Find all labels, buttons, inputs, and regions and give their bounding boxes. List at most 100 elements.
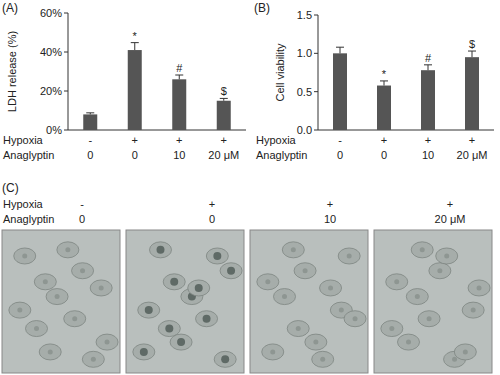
row-label: Hypoxia	[3, 134, 44, 146]
nucleus-shape	[227, 267, 235, 275]
cell-shape	[411, 242, 433, 258]
condition-label: +	[327, 198, 333, 210]
nucleus-shape	[477, 285, 482, 290]
nucleus-shape	[91, 357, 96, 362]
micrograph-frame	[2, 230, 120, 373]
nucleus-shape	[170, 278, 178, 286]
category-label: 0	[79, 213, 85, 225]
error-line	[428, 65, 429, 70]
error-cap	[175, 75, 183, 76]
cell-shape	[39, 344, 61, 360]
error-line	[179, 75, 180, 79]
row-label: Hypoxia	[256, 134, 297, 146]
cell-shape	[206, 248, 228, 264]
cell-shape	[462, 302, 484, 318]
cell-shape	[406, 289, 428, 305]
cell-shape	[138, 302, 160, 318]
cell-shape	[188, 280, 210, 296]
x-tick-label: 10	[173, 149, 185, 161]
micrograph	[126, 230, 244, 373]
y-tick-label: 0%	[46, 124, 62, 136]
y-tick	[314, 53, 318, 54]
nucleus-shape	[43, 279, 48, 284]
cell-shape	[64, 311, 86, 327]
condition-label: +	[469, 134, 475, 146]
nucleus-shape	[177, 338, 185, 346]
error-cap	[86, 112, 94, 113]
error-cap	[131, 42, 139, 43]
cell-shape	[14, 248, 36, 264]
nucleus-shape	[347, 253, 352, 258]
marks	[333, 47, 479, 130]
nucleus-shape	[165, 325, 173, 333]
category-label: 20 μM	[435, 213, 466, 225]
error-bar	[468, 51, 476, 57]
bar	[172, 79, 186, 130]
y-tick	[64, 130, 68, 131]
nucleus-shape	[313, 340, 318, 345]
nucleus-shape	[394, 279, 399, 284]
error-bar	[336, 47, 344, 53]
significance-marker: *	[382, 68, 387, 80]
row-label: Hypoxia	[3, 198, 44, 210]
y-axis-label: LDH release (%)	[6, 31, 18, 112]
nucleus-shape	[34, 326, 39, 331]
cell-shape	[418, 311, 440, 327]
nucleus-shape	[296, 326, 301, 331]
cell-shape	[381, 321, 403, 337]
cell-shape	[96, 334, 118, 350]
cell-shape	[214, 351, 236, 367]
cell-shape	[9, 302, 31, 318]
cell-shape	[26, 321, 48, 337]
micrograph	[250, 230, 368, 373]
x-tick-label: 0	[337, 149, 343, 161]
y-tick-label: 20%	[40, 85, 62, 97]
y-axis	[318, 15, 319, 130]
nucleus-shape	[420, 247, 425, 252]
nucleus-shape	[157, 246, 165, 254]
significance-marker: *	[133, 30, 138, 42]
error-line	[134, 43, 135, 50]
nucleus-shape	[415, 294, 420, 299]
condition-label: +	[176, 134, 182, 146]
nucleus-shape	[55, 294, 60, 299]
panel-label: (C)	[2, 181, 19, 195]
x-tick-label: 0	[132, 149, 138, 161]
cell-shape	[429, 263, 451, 279]
error-bar	[220, 98, 228, 100]
condition-label: -	[338, 134, 342, 146]
nucleus-shape	[328, 285, 333, 290]
error-cap	[468, 51, 476, 52]
cell-shape	[338, 248, 360, 264]
nucleus-shape	[105, 340, 110, 345]
cell-shape	[220, 263, 242, 279]
y-tick	[64, 13, 68, 14]
bar	[83, 114, 97, 130]
error-cap	[220, 98, 228, 99]
nucleus-shape	[145, 306, 153, 314]
x-tick-label: 20 μM	[208, 149, 239, 161]
y-tick-label: 0.0	[297, 124, 312, 136]
x-tick-label: 20 μM	[457, 149, 488, 161]
error-bar	[175, 75, 183, 79]
nucleus-shape	[389, 326, 394, 331]
nucleus-shape	[291, 247, 296, 252]
micrograph	[2, 230, 120, 373]
cell-shape	[287, 321, 309, 337]
error-bar	[86, 113, 94, 115]
bar	[421, 70, 435, 130]
cell-shape	[72, 263, 94, 279]
cell-shape	[274, 289, 296, 305]
y-tick-label: 1.5	[297, 9, 312, 21]
bar	[377, 86, 391, 130]
nucleus-shape	[203, 315, 211, 323]
cell-shape	[320, 280, 342, 296]
nucleus-shape	[303, 268, 308, 273]
nucleus-shape	[353, 316, 358, 321]
nucleus-shape	[213, 252, 221, 260]
cell-shape	[305, 334, 327, 350]
cell-shape	[312, 351, 334, 367]
nucleus-shape	[221, 355, 229, 363]
error-bar	[131, 43, 139, 50]
y-tick	[314, 91, 318, 92]
